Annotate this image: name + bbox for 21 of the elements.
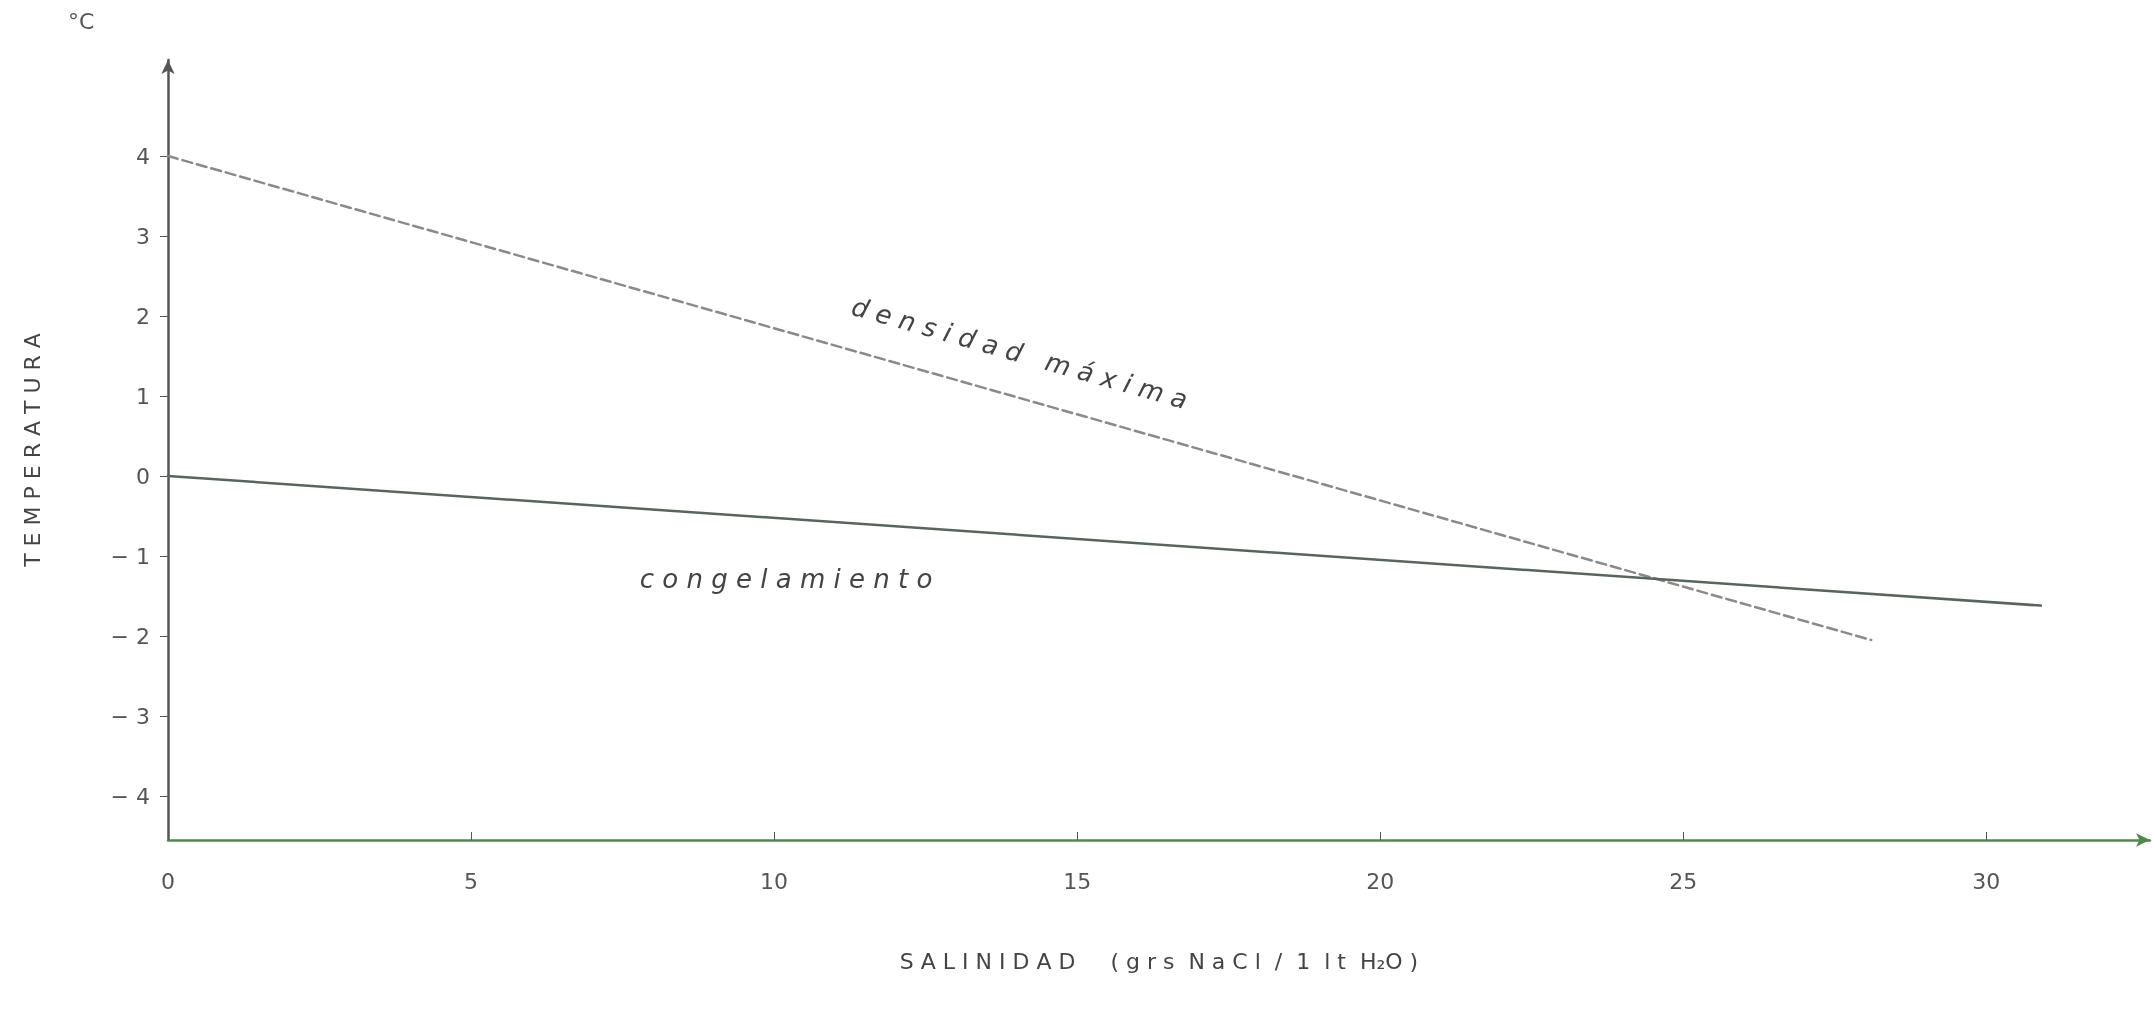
y-tick-label: − 1 bbox=[110, 543, 150, 569]
x-tick-label: 30 bbox=[1972, 868, 2001, 894]
y-tick-label: 2 bbox=[136, 303, 150, 329]
y-axis-title: T E M P E R A T U R A bbox=[19, 333, 45, 568]
x-tick-label: 25 bbox=[1669, 868, 1698, 894]
x-tick-label: 0 bbox=[161, 868, 175, 894]
text: °C bbox=[68, 8, 95, 34]
y-tick-label: 3 bbox=[136, 223, 150, 249]
x-tick-label: 15 bbox=[1063, 868, 1092, 894]
x-tick-label: 20 bbox=[1366, 868, 1395, 894]
y-tick-label: − 2 bbox=[110, 623, 150, 649]
y-tick-label: 1 bbox=[136, 383, 150, 409]
x-axis-title: S A L I N I D A D ( g r s N a C l / 1 l t H₂O ) bbox=[899, 948, 1419, 974]
y-tick-label: − 4 bbox=[110, 783, 150, 809]
x-tick-label: 5 bbox=[464, 868, 479, 894]
y-tick-label: 4 bbox=[136, 143, 150, 169]
x-tick-label: 10 bbox=[760, 868, 789, 894]
y-tick-label: − 3 bbox=[110, 703, 150, 729]
y-tick-label: 0 bbox=[136, 463, 150, 489]
series-label: c o n g e l a m i e n t o bbox=[639, 563, 933, 594]
text: d e n s i d a d m á x i m a bbox=[848, 291, 1191, 415]
